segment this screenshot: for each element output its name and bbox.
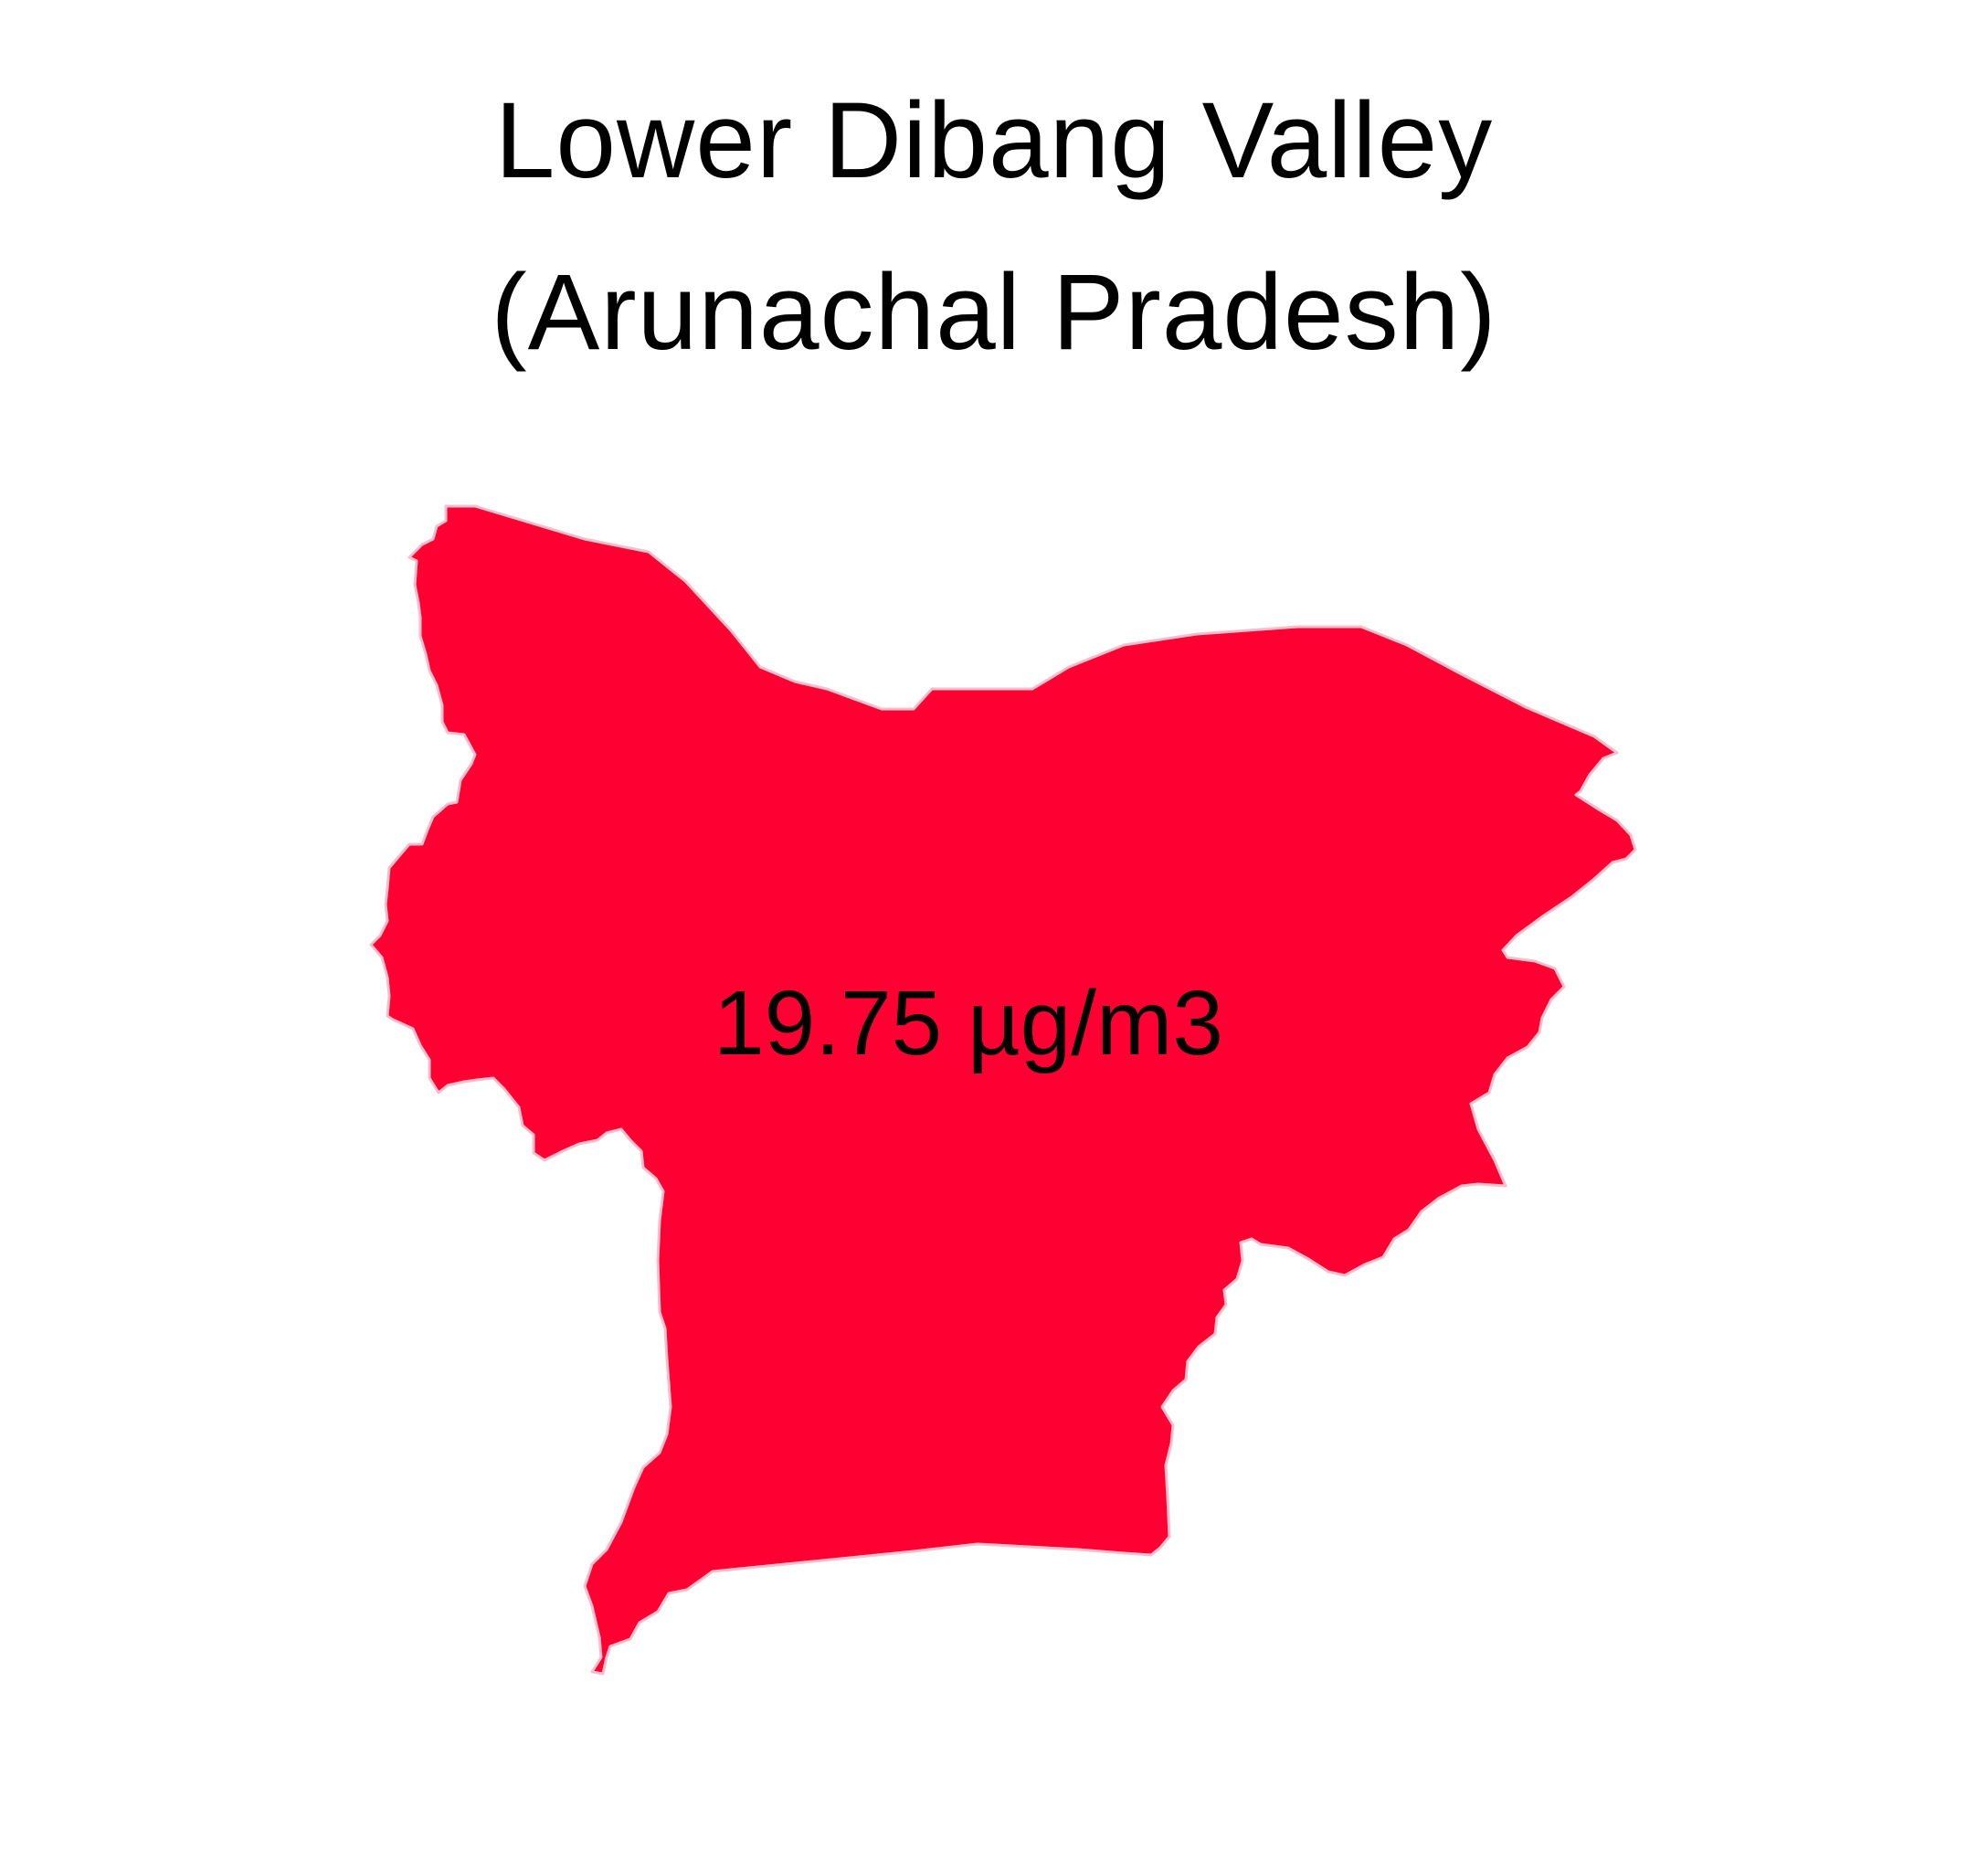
map-title: Lower Dibang Valley (Arunachal Pradesh) [0, 55, 1988, 398]
region-value-label: 19.75 µg/m3 [714, 972, 1223, 1074]
title-line-1: Lower Dibang Valley [494, 80, 1494, 201]
title-line-2: (Arunachal Pradesh) [491, 252, 1497, 373]
district-shape [369, 504, 1637, 1676]
